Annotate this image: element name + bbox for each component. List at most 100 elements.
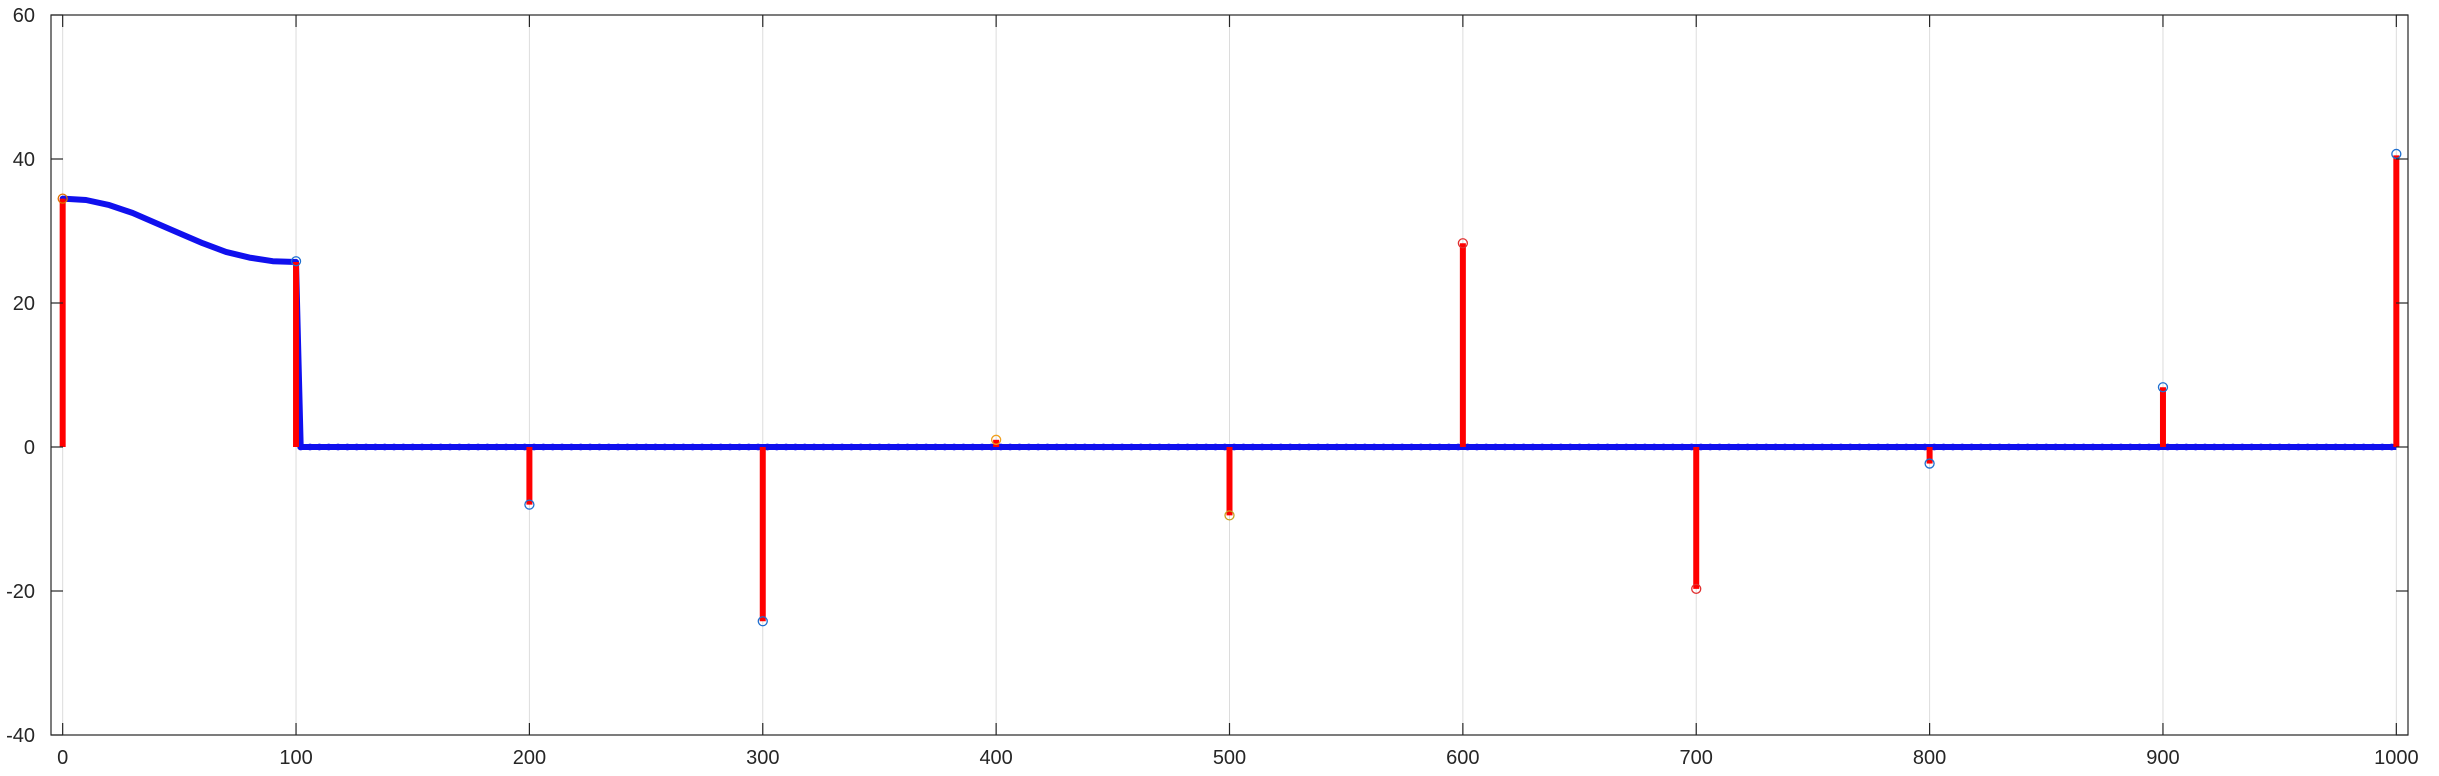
curve-sample-point — [885, 443, 893, 451]
curve-sample-point — [680, 443, 687, 451]
x-tick-label: 900 — [2146, 747, 2179, 769]
curve-sample-point — [1753, 443, 1761, 451]
curve-sample-point — [1342, 443, 1350, 451]
curve-sample-point — [2266, 443, 2274, 451]
curve-sample-point — [652, 443, 659, 451]
curve-sample-point — [1893, 443, 1901, 451]
curve-layer — [59, 195, 2397, 451]
x-tick-label: 700 — [1680, 747, 1713, 769]
curve-sample-point — [810, 443, 818, 451]
curve-sample-point — [726, 443, 734, 451]
curve-sample-point — [1790, 443, 1798, 451]
curve-sample-point — [1622, 443, 1630, 451]
marker-900 — [2157, 382, 2169, 393]
curve-sample-point — [1809, 443, 1817, 451]
curve-sample-point — [1053, 443, 1061, 451]
x-tick-label: 600 — [1446, 747, 1479, 769]
curve-sample-point — [1996, 443, 2004, 451]
curve-sample-point — [1128, 443, 1135, 451]
curve-sample-point — [2061, 443, 2069, 451]
curve-sample-point — [1548, 443, 1555, 451]
curve-sample-point — [1034, 443, 1042, 451]
curve-sample-point — [596, 443, 603, 451]
tick-layer — [51, 14, 2408, 736]
marker-400 — [990, 434, 1002, 445]
curve-sample-point — [437, 443, 445, 451]
curve-sample-point — [1408, 443, 1415, 451]
curve-sample-point — [1361, 443, 1369, 451]
curve-sample-point — [2210, 443, 2218, 451]
curve-sample-point — [876, 443, 883, 451]
curve-sample-point — [2136, 443, 2144, 451]
curve-sample-point — [362, 443, 370, 451]
curve-sample-point — [2145, 443, 2153, 451]
curve-sample-point — [577, 443, 585, 451]
curve-sample-point — [1380, 443, 1387, 451]
curve-sample-point — [829, 443, 837, 451]
curve-sample-point — [1184, 443, 1191, 451]
curve-sample-point — [2360, 443, 2368, 451]
curve-sample-point — [857, 443, 865, 451]
marker-layer — [57, 148, 2402, 627]
curve-sample-point — [838, 443, 846, 451]
marker-600 — [1457, 238, 1469, 249]
curve-sample-point — [792, 443, 799, 451]
curve-sample-point — [306, 443, 314, 451]
curve-sample-point — [1314, 443, 1322, 451]
x-tick-label: 400 — [979, 747, 1012, 769]
curve-sample-point — [624, 443, 631, 451]
curve-sample-point — [2220, 443, 2228, 451]
curve-sample-point — [2042, 443, 2050, 451]
curve-sample-point — [1137, 443, 1145, 451]
curve-sample-point — [1557, 443, 1565, 451]
curve-sample-point — [1865, 443, 1873, 451]
curve-sample-point — [2033, 443, 2041, 451]
curve-sample-point — [2108, 443, 2116, 451]
curve-sample-point — [866, 443, 874, 451]
marker-500 — [1224, 510, 1235, 521]
curve-sample-point — [568, 443, 575, 451]
curve-sample-point — [1874, 443, 1882, 451]
curve-sample-point — [1706, 443, 1714, 451]
curve-sample-point — [698, 443, 706, 451]
curve-sample-point — [1492, 443, 1499, 451]
curve-sample-point — [1986, 443, 1994, 451]
curve-sample-point — [801, 443, 809, 451]
y-tick-label: 40 — [13, 149, 35, 171]
curve-sample-point — [2089, 443, 2097, 451]
curve-sample-point — [717, 443, 725, 451]
curve-sample-point — [2304, 443, 2312, 451]
curve-sample-point — [1762, 443, 1770, 451]
curve-sample-point — [2332, 443, 2340, 451]
curve-sample-point — [493, 443, 501, 451]
curve-sample-point — [1884, 443, 1891, 451]
curve-sample-point — [1818, 443, 1826, 451]
x-tick-label: 300 — [746, 747, 779, 769]
curve-sample-point — [661, 443, 669, 451]
curve-sample-point — [1781, 443, 1789, 451]
curve-sample-point — [2192, 443, 2200, 451]
curve-sample-point — [2248, 443, 2256, 451]
curve-sample-point — [558, 443, 566, 451]
curve-sample-point — [1445, 443, 1453, 451]
curve-sample-point — [1324, 443, 1331, 451]
curve-sample-point — [1538, 443, 1546, 451]
curve-sample-point — [670, 443, 678, 451]
curve-sample-point — [1772, 443, 1779, 451]
curve-sample-point — [932, 443, 939, 451]
curve-sample-point — [1072, 443, 1079, 451]
curve-sample-point — [1100, 443, 1107, 451]
x-tick-label: 800 — [1913, 747, 1946, 769]
curve-sample-point — [745, 443, 753, 451]
curve-sample-point — [2014, 443, 2022, 451]
curve-sample-point — [1240, 443, 1247, 451]
x-tick-label: 500 — [1213, 747, 1246, 769]
curve-sample-point — [2350, 443, 2358, 451]
curve-sample-point — [1268, 443, 1275, 451]
curve-sample-point — [1473, 443, 1481, 451]
curve-sample-point — [1118, 443, 1126, 451]
curve-sample-point — [1529, 443, 1537, 451]
marker-300 — [757, 616, 768, 627]
curve-sample-point — [1389, 443, 1397, 451]
curve-sample-point — [2052, 443, 2060, 451]
